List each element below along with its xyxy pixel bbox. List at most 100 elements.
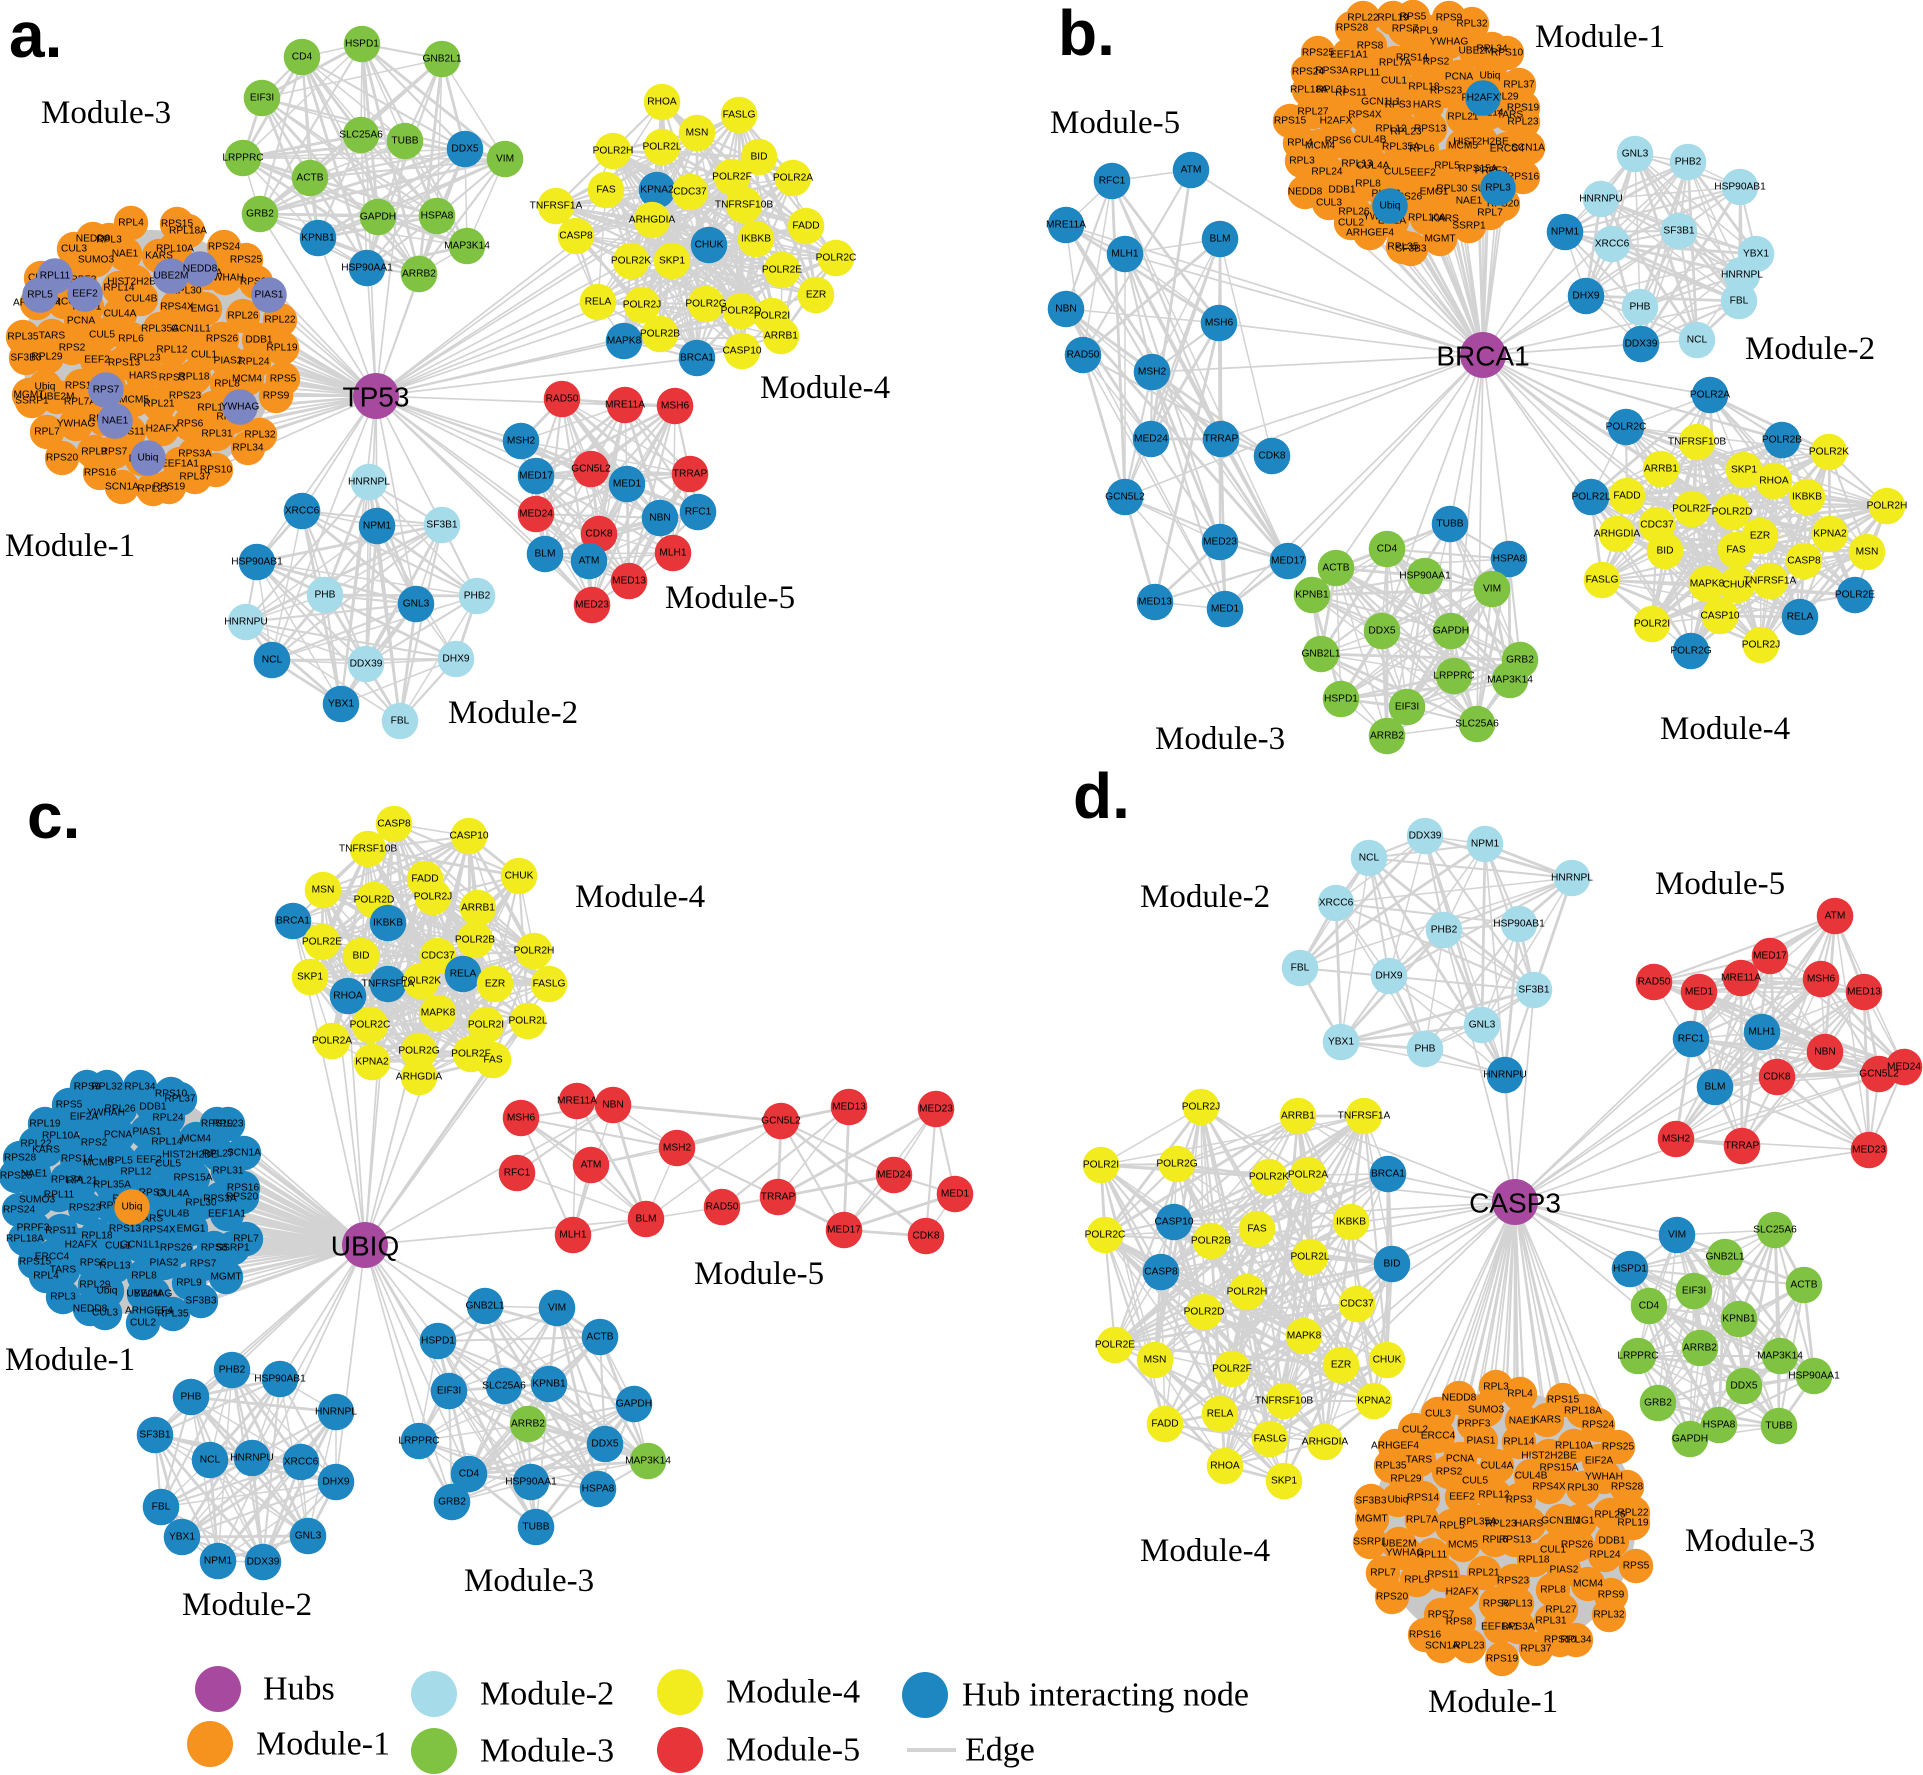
svg-text:MRE11A: MRE11A xyxy=(605,400,645,411)
svg-text:POLR2F: POLR2F xyxy=(451,1049,491,1060)
svg-text:RPL23: RPL23 xyxy=(137,484,168,495)
svg-text:RPL21: RPL21 xyxy=(143,399,174,410)
svg-text:POLR2I: POLR2I xyxy=(468,1020,504,1031)
svg-text:MCM4: MCM4 xyxy=(232,374,262,385)
svg-text:GNB2L1: GNB2L1 xyxy=(1301,649,1340,660)
svg-text:RPL22: RPL22 xyxy=(20,1139,51,1150)
svg-text:EZR: EZR xyxy=(485,979,505,990)
svg-text:POLR2G: POLR2G xyxy=(398,1046,439,1057)
svg-text:POLR2L: POLR2L xyxy=(1290,1252,1329,1263)
svg-text:Hubs: Hubs xyxy=(263,1671,335,1708)
svg-text:PHB: PHB xyxy=(1630,302,1651,313)
svg-text:BID: BID xyxy=(1657,546,1674,557)
svg-text:MED1: MED1 xyxy=(1211,604,1240,615)
svg-text:RPS6: RPS6 xyxy=(177,419,204,430)
svg-text:RPL13: RPL13 xyxy=(1341,159,1372,170)
svg-text:RPL12: RPL12 xyxy=(120,1167,151,1178)
svg-text:SF3B3: SF3B3 xyxy=(10,353,41,364)
svg-text:RPS26: RPS26 xyxy=(1390,192,1423,203)
svg-text:RPL7: RPL7 xyxy=(1477,208,1503,219)
svg-text:HARS: HARS xyxy=(135,1214,164,1225)
svg-text:RPS7: RPS7 xyxy=(101,447,128,458)
svg-text:RPS19: RPS19 xyxy=(1486,1654,1519,1665)
svg-text:FAS: FAS xyxy=(1726,545,1745,556)
svg-text:CUL4B: CUL4B xyxy=(1354,135,1387,146)
svg-text:RPL14: RPL14 xyxy=(151,1137,182,1148)
svg-text:TARS: TARS xyxy=(1406,1455,1433,1466)
svg-text:NEDD8: NEDD8 xyxy=(1442,1393,1477,1404)
svg-text:SKP1: SKP1 xyxy=(659,256,685,267)
svg-text:IKBKB: IKBKB xyxy=(741,234,771,245)
svg-text:RPL37: RPL37 xyxy=(1520,1644,1551,1655)
svg-text:POLR2H: POLR2H xyxy=(593,146,634,157)
svg-text:RPS14: RPS14 xyxy=(1407,1493,1440,1504)
svg-text:EEF2: EEF2 xyxy=(1410,168,1436,179)
svg-text:Module-3: Module-3 xyxy=(1155,721,1285,757)
svg-text:RPL18: RPL18 xyxy=(178,372,209,383)
svg-text:EIF3I: EIF3I xyxy=(1395,702,1419,713)
svg-text:RPL5: RPL5 xyxy=(1434,161,1460,172)
svg-text:ARRB1: ARRB1 xyxy=(764,331,798,342)
svg-text:NAE1: NAE1 xyxy=(21,1169,48,1180)
svg-text:GCN5L2: GCN5L2 xyxy=(761,1116,801,1127)
svg-text:SKP1: SKP1 xyxy=(1731,465,1757,476)
svg-text:RPL9: RPL9 xyxy=(1404,1575,1430,1586)
svg-text:RPL26: RPL26 xyxy=(1594,1510,1625,1521)
svg-text:Module-2: Module-2 xyxy=(480,1676,614,1713)
svg-text:SCN1A: SCN1A xyxy=(1425,1641,1459,1652)
svg-text:RPL18A: RPL18A xyxy=(6,1234,44,1245)
svg-text:RPL37: RPL37 xyxy=(1503,80,1534,91)
svg-text:MGMT: MGMT xyxy=(1356,1514,1387,1525)
svg-text:RPS23: RPS23 xyxy=(69,1203,102,1214)
svg-text:RPL32: RPL32 xyxy=(244,430,275,441)
svg-text:RPS20: RPS20 xyxy=(1376,1592,1409,1603)
svg-text:RPS24: RPS24 xyxy=(1582,1420,1615,1431)
svg-text:Module-5: Module-5 xyxy=(726,1732,860,1769)
svg-text:SLC25A6: SLC25A6 xyxy=(482,1381,526,1392)
svg-text:RPL34: RPL34 xyxy=(232,443,263,454)
svg-text:SLC25A6: SLC25A6 xyxy=(1753,1225,1797,1236)
svg-text:SSRP1: SSRP1 xyxy=(1353,1537,1387,1548)
svg-text:MAP3K14: MAP3K14 xyxy=(444,241,490,252)
svg-text:SF3B1: SF3B1 xyxy=(1518,985,1549,996)
svg-text:CHUK: CHUK xyxy=(695,240,724,251)
svg-text:EEF1A1: EEF1A1 xyxy=(161,459,199,470)
svg-text:HNRNPU: HNRNPU xyxy=(224,617,268,628)
svg-text:RPL7A: RPL7A xyxy=(64,397,96,408)
svg-text:GCN1L1: GCN1L1 xyxy=(171,324,211,335)
svg-text:SLC25A6: SLC25A6 xyxy=(1455,719,1499,730)
svg-text:RPS9: RPS9 xyxy=(263,391,290,402)
svg-text:RPS19: RPS19 xyxy=(1507,103,1540,114)
svg-text:POLR2G: POLR2G xyxy=(1670,646,1711,657)
svg-text:NAE1: NAE1 xyxy=(102,416,129,427)
svg-text:RPS3: RPS3 xyxy=(1506,1495,1533,1506)
svg-text:DDB1: DDB1 xyxy=(245,335,273,346)
svg-text:ERCC4: ERCC4 xyxy=(35,1252,70,1263)
svg-text:RPS4X: RPS4X xyxy=(1532,1482,1566,1493)
svg-text:GAPDH: GAPDH xyxy=(616,1399,652,1410)
svg-text:PIAS1: PIAS1 xyxy=(1467,1436,1496,1447)
svg-text:H2AFX: H2AFX xyxy=(1446,1587,1479,1598)
svg-text:YWHAG: YWHAG xyxy=(57,419,96,430)
svg-text:RPL29: RPL29 xyxy=(1390,1474,1421,1485)
svg-text:ARHGEF4: ARHGEF4 xyxy=(1346,228,1394,239)
svg-text:POLR2F: POLR2F xyxy=(1672,504,1712,515)
svg-text:IKBKB: IKBKB xyxy=(373,918,403,929)
svg-text:RPL18A: RPL18A xyxy=(169,226,207,237)
svg-text:EEF1A1: EEF1A1 xyxy=(1481,1622,1519,1633)
svg-text:MSH2: MSH2 xyxy=(663,1143,692,1154)
svg-text:RPL13: RPL13 xyxy=(197,403,228,414)
svg-text:TARS: TARS xyxy=(50,1265,77,1276)
svg-text:UBE2M: UBE2M xyxy=(39,392,74,403)
svg-text:NCL: NCL xyxy=(262,655,283,666)
svg-text:RPL11: RPL11 xyxy=(44,1190,75,1201)
svg-text:RPS9: RPS9 xyxy=(1598,1590,1625,1601)
svg-text:RPL37: RPL37 xyxy=(179,472,210,483)
svg-text:YBX1: YBX1 xyxy=(1743,249,1769,260)
svg-text:RELA: RELA xyxy=(1207,1409,1234,1420)
svg-text:CDK8: CDK8 xyxy=(585,529,613,540)
svg-text:RPL10A: RPL10A xyxy=(156,244,194,255)
svg-text:POLR2K: POLR2K xyxy=(1249,1172,1289,1183)
svg-text:NAE1: NAE1 xyxy=(1509,1416,1536,1427)
svg-text:GNB2L1: GNB2L1 xyxy=(465,1301,504,1312)
